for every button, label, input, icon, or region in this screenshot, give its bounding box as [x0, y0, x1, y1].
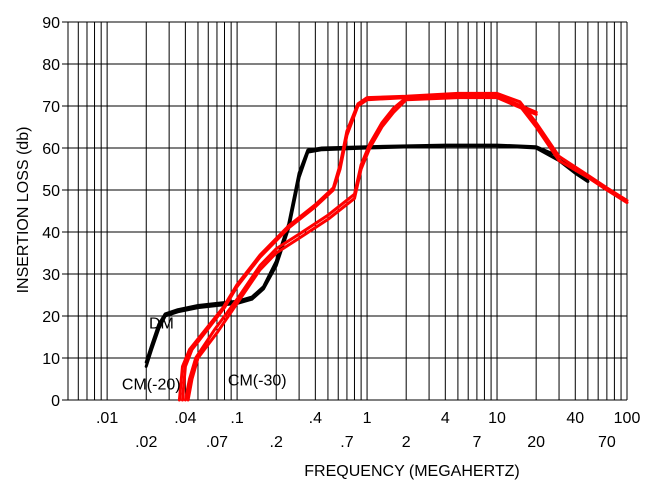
- y-tick-label: 80: [42, 57, 60, 74]
- x-tick-label: 20: [527, 434, 545, 451]
- y-tick-label: 30: [42, 267, 60, 284]
- series-annotation: DM: [149, 316, 174, 333]
- x-tick-label: .02: [135, 434, 157, 451]
- annotation-layer: DM CM(-20) CM(-30): [122, 316, 287, 394]
- x-tick-label: 70: [598, 434, 616, 451]
- series-annotation: CM(-20): [122, 377, 181, 394]
- x-axis-label: FREQUENCY (MEGAHERTZ): [304, 463, 519, 480]
- x-tick-label: .01: [96, 410, 118, 427]
- y-tick-label: 90: [42, 15, 60, 32]
- y-tick-label: 40: [42, 225, 60, 242]
- series-line: [177, 91, 629, 402]
- series-line: [144, 144, 590, 368]
- series-line: [186, 96, 538, 402]
- x-tick-label: .7: [340, 434, 353, 451]
- x-tick-label: .1: [230, 410, 243, 427]
- x-tick-label: 100: [614, 410, 641, 427]
- y-tick-label: 50: [42, 183, 60, 200]
- x-tick-label: .2: [270, 434, 283, 451]
- series-annotation: CM(-30): [228, 372, 287, 389]
- x-tick-label: .4: [309, 410, 322, 427]
- series-line: [181, 93, 629, 402]
- series-layer: [144, 91, 629, 402]
- x-tick-label: .07: [206, 434, 228, 451]
- x-tick-label: 40: [566, 410, 584, 427]
- y-tick-label: 0: [51, 393, 60, 410]
- x-tick-label: 1: [363, 410, 372, 427]
- y-axis-label: INSERTION LOSS (db): [15, 127, 32, 294]
- x-tick-label: 4: [441, 410, 450, 427]
- y-tick-label: 70: [42, 99, 60, 116]
- x-tick-label: 10: [488, 410, 506, 427]
- series-line: [183, 94, 538, 402]
- y-tick-label: 10: [42, 351, 60, 368]
- y-tick-label: 60: [42, 141, 60, 158]
- x-tick-label: .04: [174, 410, 196, 427]
- y-tick-label: 20: [42, 309, 60, 326]
- x-tick-label: 2: [402, 434, 411, 451]
- x-tick-label: 7: [472, 434, 481, 451]
- grid-layer: [62, 21, 628, 401]
- tick-layer: 0 10 20 30 40 50 60 70 80 90 .01 .04 .1 .4 1 4 10 40 100 .0…: [42, 15, 640, 451]
